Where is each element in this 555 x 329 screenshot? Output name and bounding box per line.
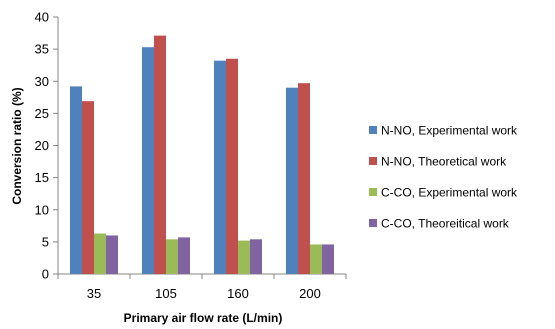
y-tick-label: 30	[35, 74, 49, 89]
legend-swatch	[369, 219, 377, 227]
legend-label: C-CO, Experimental work	[381, 186, 518, 200]
bar	[178, 237, 190, 274]
legend-swatch	[369, 126, 377, 134]
bar	[286, 87, 298, 274]
y-tick-label: 10	[35, 202, 49, 217]
y-tick-label: 5	[42, 234, 49, 249]
bar	[82, 101, 94, 274]
legend-label: N-NO, Experimental work	[381, 124, 518, 138]
legend-label: C-CO, Theoreitical work	[381, 217, 510, 231]
x-tick-label: 105	[155, 286, 177, 301]
y-tick-label: 0	[42, 267, 49, 282]
y-axis: 0 5 10 15 20 25 30 35 40	[35, 10, 59, 282]
y-tick-label: 40	[35, 10, 49, 25]
bar	[70, 86, 82, 274]
bar	[310, 244, 322, 274]
x-tick-label: 200	[299, 286, 321, 301]
bar	[298, 83, 310, 275]
x-axis: 35 105 160 200	[57, 273, 347, 301]
bar	[238, 240, 250, 274]
bars	[70, 35, 334, 275]
bar	[322, 244, 334, 274]
legend-label: N-NO, Theoretical work	[381, 155, 507, 169]
legend: N-NO, Experimental work N-NO, Theoretical…	[369, 124, 518, 231]
legend-swatch	[369, 157, 377, 165]
y-tick-label: 35	[35, 42, 49, 57]
y-tick-label: 15	[35, 170, 49, 185]
bar	[106, 235, 118, 274]
bar	[226, 58, 238, 275]
bar	[214, 60, 226, 274]
x-axis-title: Primary air flow rate (L/min)	[124, 311, 283, 325]
y-tick-label: 20	[35, 138, 49, 153]
bar	[154, 35, 166, 274]
bar	[166, 239, 178, 274]
y-axis-title: Conversion ratio (%)	[10, 87, 24, 204]
y-tick-label: 25	[35, 106, 49, 121]
legend-swatch	[369, 188, 377, 196]
x-tick-label: 35	[87, 286, 101, 301]
bar	[250, 239, 262, 274]
bar	[94, 233, 106, 274]
bar	[142, 47, 154, 275]
x-tick-label: 160	[227, 286, 249, 301]
